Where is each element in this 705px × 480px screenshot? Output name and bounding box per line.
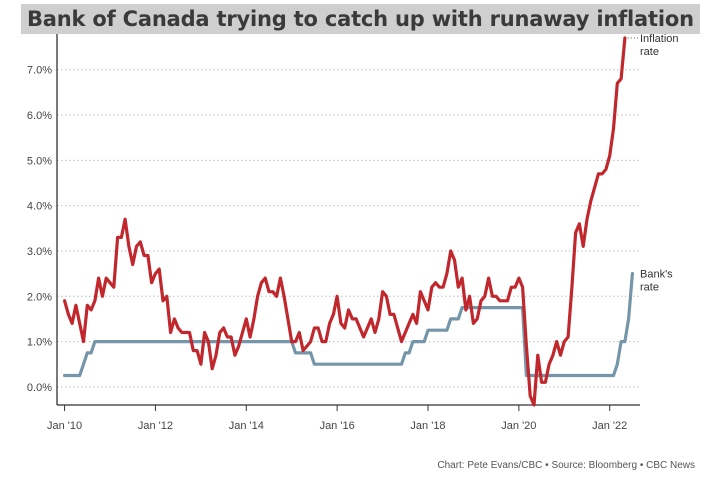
x-tick-label: Jan '16 <box>320 420 355 432</box>
y-tick-label: 1.0% <box>27 337 52 349</box>
y-tick-label: 0.0% <box>27 382 52 394</box>
chart-source: Chart: Pete Evans/CBC • Source: Bloomber… <box>437 460 695 471</box>
y-tick-label: 6.0% <box>27 110 52 122</box>
x-tick-label: Jan '20 <box>501 420 536 432</box>
y-tick-labels: 0.0% 1.0% 2.0% 3.0% 4.0% 5.0% 6.0% 7.0% <box>27 65 52 394</box>
y-tick-label: 4.0% <box>27 201 52 213</box>
grid-lines <box>57 70 640 387</box>
inflation-rate-label-line-0: Inflation <box>640 33 679 45</box>
x-tick-label: Jan '12 <box>138 420 173 432</box>
bank-rate-line <box>65 274 633 376</box>
x-tick-label: Jan '22 <box>592 420 627 432</box>
y-tick-label: 7.0% <box>27 65 52 77</box>
inflation-rate-label-line-1: rate <box>640 46 659 58</box>
x-tick-label: Jan '10 <box>47 420 82 432</box>
x-tick-labels: Jan '10 Jan '12 Jan '14 Jan '16 Jan '18 Jan '… <box>47 420 627 432</box>
y-tick-label: 5.0% <box>27 155 52 167</box>
bank-rate-label-line-1: rate <box>640 282 659 294</box>
y-tick-label: 2.0% <box>27 291 52 303</box>
x-tick-label: Jan '18 <box>410 420 445 432</box>
bank-rate-label-line-0: Bank's <box>640 269 673 281</box>
y-tick-label: 3.0% <box>27 246 52 258</box>
x-tick-label: Jan '14 <box>229 420 264 432</box>
series-lines <box>65 38 633 405</box>
inflation-rate-line <box>65 38 625 405</box>
